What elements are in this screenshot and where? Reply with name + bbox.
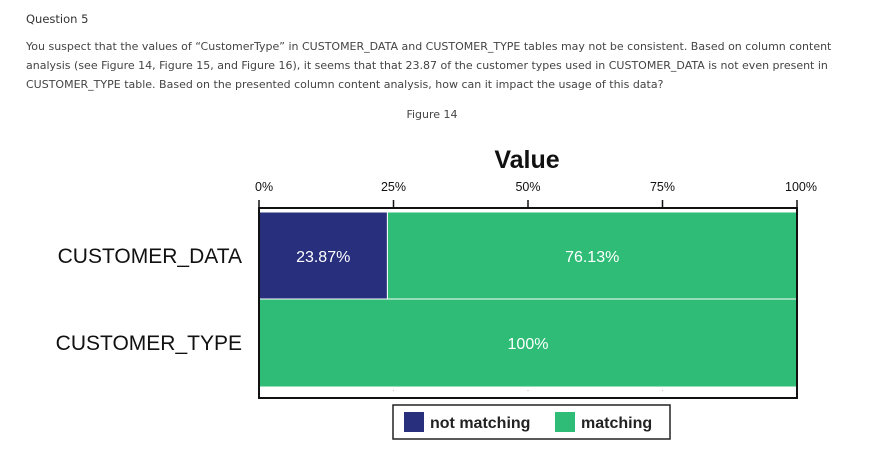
legend-swatch bbox=[404, 412, 424, 432]
figure-label: Figure 14 bbox=[406, 108, 458, 121]
bar-segment bbox=[258, 298, 798, 388]
question-text: You suspect that the values of “Customer… bbox=[26, 40, 832, 91]
category-label: CUSTOMER_TYPE bbox=[56, 332, 242, 355]
plot-frame bbox=[258, 207, 798, 399]
x-tick-label: 100% bbox=[785, 180, 817, 194]
chart-title: Value bbox=[494, 146, 559, 174]
x-tick-label: 25% bbox=[381, 180, 406, 194]
legend-label: not matching bbox=[430, 415, 530, 432]
legend-swatch bbox=[555, 412, 575, 432]
x-tick-label: 75% bbox=[650, 180, 675, 194]
question-title: Question 5 bbox=[26, 12, 89, 26]
x-tick-label: 0% bbox=[255, 180, 273, 194]
legend-box bbox=[392, 404, 671, 440]
data-label: 100% bbox=[508, 336, 549, 353]
data-label: 23.87% bbox=[296, 249, 350, 266]
data-label: 76.13% bbox=[565, 249, 619, 266]
legend-label: matching bbox=[581, 415, 652, 432]
category-label: CUSTOMER_DATA bbox=[58, 245, 242, 268]
x-tick-label: 50% bbox=[515, 180, 540, 194]
